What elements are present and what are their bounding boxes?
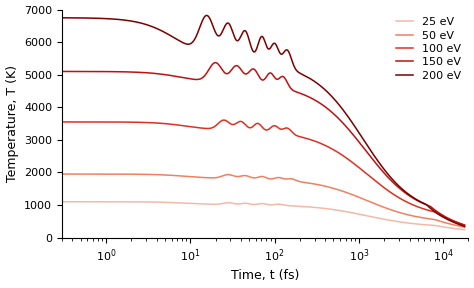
100 eV [228,122,234,126]
Legend: 25 eV, 50 eV, 100 eV, 150 eV, 200 eV: 25 eV, 50 eV, 100 eV, 150 eV, 200 eV [394,15,463,83]
25 eV [250,203,256,206]
100 eV [462,223,467,227]
100 eV [429,210,435,213]
50 eV [250,176,256,180]
100 eV [352,162,357,166]
150 eV [59,70,65,73]
150 eV [212,61,218,64]
25 eV [59,200,65,203]
50 eV [449,223,455,226]
200 eV [59,16,65,20]
150 eV [429,206,435,210]
25 eV [462,228,467,232]
25 eV [228,201,234,205]
25 eV [449,226,455,230]
100 eV [251,124,256,128]
Y-axis label: Temperature, T (K): Temperature, T (K) [6,65,18,182]
100 eV [59,120,65,124]
Line: 100 eV: 100 eV [62,120,465,225]
50 eV [231,174,237,178]
Line: 200 eV: 200 eV [62,16,465,226]
100 eV [221,118,227,122]
50 eV [59,172,65,176]
Line: 150 eV: 150 eV [62,62,465,226]
200 eV [204,14,210,17]
50 eV [228,173,234,177]
200 eV [228,26,234,30]
25 eV [231,202,237,205]
150 eV [251,67,256,71]
200 eV [462,225,467,228]
25 eV [352,211,357,215]
150 eV [352,135,357,138]
100 eV [232,122,237,126]
50 eV [429,217,435,221]
25 eV [429,223,435,227]
150 eV [462,224,467,227]
150 eV [228,69,234,72]
150 eV [449,219,455,222]
200 eV [232,35,237,39]
100 eV [449,219,455,222]
Line: 25 eV: 25 eV [62,202,465,230]
X-axis label: Time, t (fs): Time, t (fs) [231,270,300,283]
50 eV [462,226,467,229]
Line: 50 eV: 50 eV [62,174,465,227]
50 eV [352,194,357,197]
200 eV [352,124,357,128]
150 eV [232,65,237,68]
200 eV [429,208,435,211]
200 eV [449,220,455,223]
200 eV [251,50,256,53]
